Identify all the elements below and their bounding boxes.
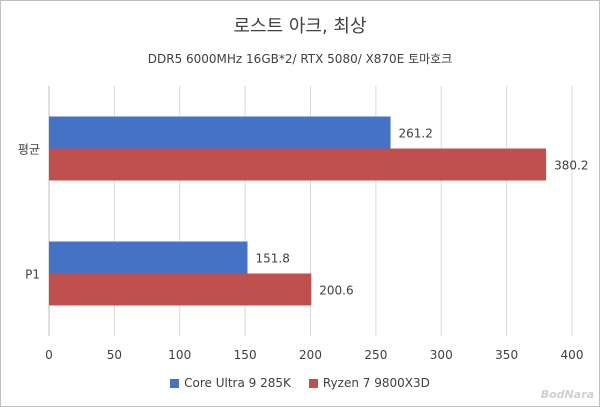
bar — [49, 148, 547, 181]
category-label: 평균 — [18, 143, 40, 157]
data-label: 380.2 — [554, 159, 588, 173]
chart-title: 로스트 아크, 최상 — [233, 16, 367, 37]
x-tick-label: 0 — [45, 348, 53, 362]
category-label: P1 — [25, 268, 40, 282]
legend-item-ryzen: Ryzen 7 9800X3D — [308, 376, 430, 390]
legend-item-core-ultra: Core Ultra 9 285K — [170, 376, 291, 390]
x-tick-label: 50 — [107, 348, 122, 362]
legend-label-core-ultra: Core Ultra 9 285K — [184, 376, 291, 390]
bar — [49, 241, 248, 274]
data-label: 261.2 — [399, 127, 433, 141]
x-tick-label: 150 — [234, 348, 257, 362]
x-tick-label: 350 — [495, 348, 518, 362]
legend-label-ryzen: Ryzen 7 9800X3D — [322, 376, 430, 390]
x-tick-label: 200 — [299, 348, 322, 362]
data-label: 200.6 — [319, 284, 353, 298]
legend: Core Ultra 9 285K Ryzen 7 9800X3D — [0, 376, 600, 390]
x-tick-label: 300 — [430, 348, 453, 362]
watermark-logo: BodNara — [540, 388, 594, 401]
data-label: 151.8 — [255, 252, 289, 266]
x-tick-label: 250 — [364, 348, 387, 362]
chart-subtitle: DDR5 6000MHz 16GB*2/ RTX 5080/ X870E 토마호… — [147, 52, 453, 66]
legend-swatch-ryzen — [308, 378, 318, 388]
x-tick-label: 400 — [561, 348, 584, 362]
bar — [49, 273, 312, 306]
legend-swatch-core-ultra — [170, 378, 180, 388]
x-tick-label: 100 — [168, 348, 191, 362]
bar — [49, 116, 391, 149]
